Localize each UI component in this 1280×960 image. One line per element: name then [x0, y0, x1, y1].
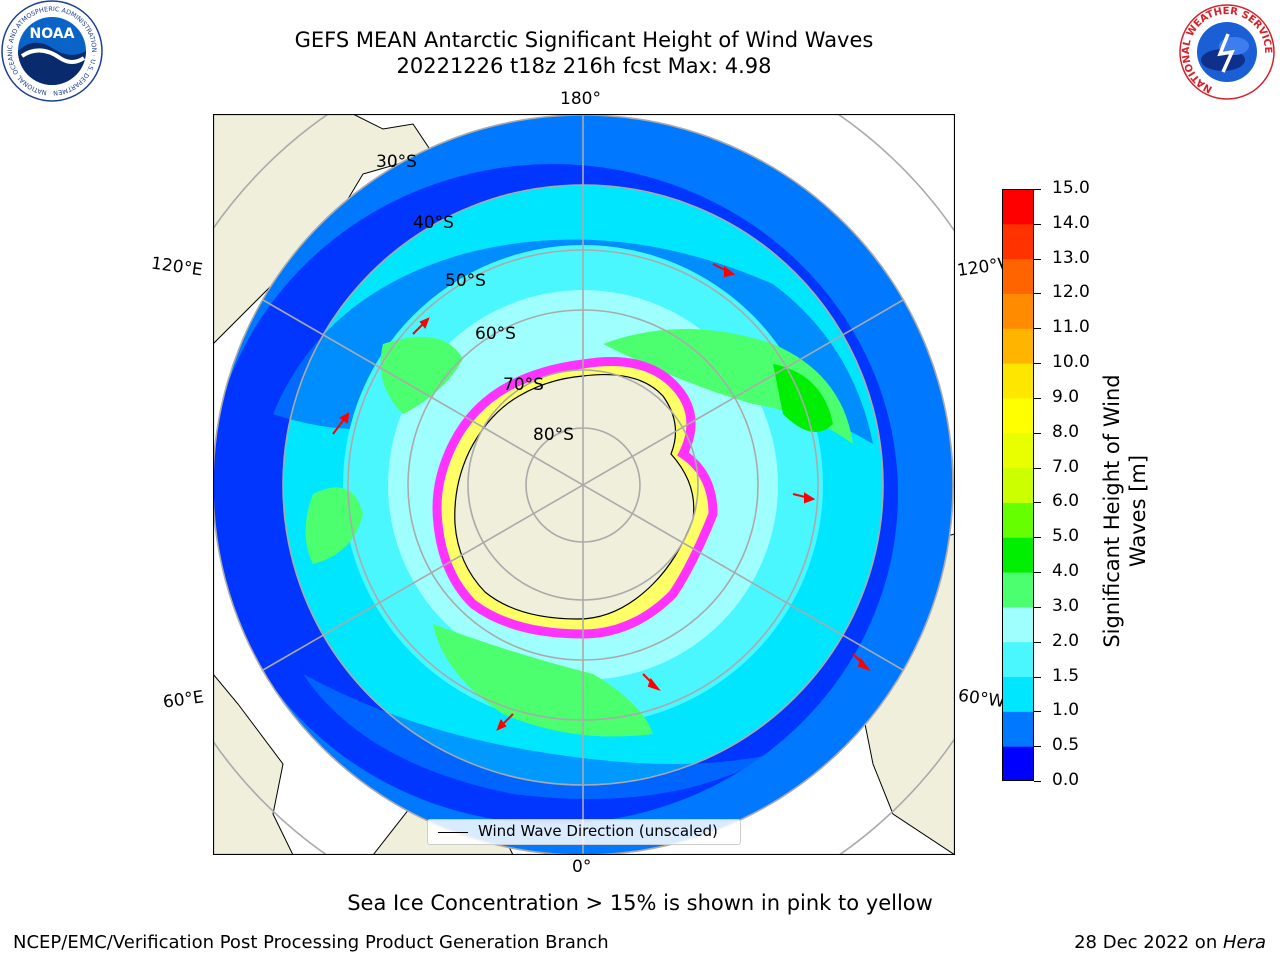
colorbar-tick-mark [1034, 397, 1041, 399]
colorbar-tick-label: 14.0 [1052, 212, 1090, 233]
lon-label-top: 180° [560, 89, 601, 109]
madagascar-africa-landmass [213, 673, 294, 855]
colorbar-tick-mark [1034, 711, 1041, 713]
colorbar-tick-label: 3.0 [1052, 595, 1080, 616]
colorbar-tick-label: 9.0 [1052, 386, 1080, 407]
colorbar-tick-mark [1034, 258, 1041, 260]
sea-ice-note: Sea Ice Concentration > 15% is shown in … [347, 891, 933, 915]
colorbar-segment [1002, 711, 1034, 747]
map-canvas [212, 113, 956, 856]
colorbar-frame [1002, 189, 1034, 781]
colorbar-tick-mark [1034, 572, 1041, 574]
colorbar-tick-label: 10.0 [1052, 352, 1090, 373]
colorbar-tick-label: 1.0 [1052, 700, 1080, 721]
colorbar-tick-label: 13.0 [1052, 247, 1090, 268]
colorbar-tick-mark [1034, 746, 1041, 748]
colorbar-tick-mark [1034, 293, 1041, 295]
colorbar-label: Significant Height of Wind Waves [m] [1099, 361, 1151, 661]
colorbar-tick-label: 5.0 [1052, 526, 1080, 547]
lat-label-30s: 30°S [376, 152, 417, 172]
colorbar-tick-mark [1034, 606, 1041, 608]
colorbar-segment [1002, 293, 1034, 329]
noaa-logo-text: NOAA [30, 26, 75, 42]
legend-line-sample [438, 832, 468, 833]
colorbar-label-line-1: Significant Height of Wind [1100, 374, 1124, 648]
colorbar-tick-mark [1034, 328, 1041, 330]
colorbar-tick-mark [1034, 223, 1041, 225]
colorbar-tick-label: 4.0 [1052, 561, 1080, 582]
colorbar-tick-label: 6.0 [1052, 491, 1080, 512]
colorbar-tick-label: 8.0 [1052, 421, 1080, 442]
colorbar-tick-mark [1034, 432, 1041, 434]
colorbar-segment [1002, 189, 1034, 225]
lat-label-70s: 70°S [503, 375, 544, 395]
colorbar-tick-mark [1034, 363, 1041, 365]
colorbar-tick-mark [1034, 781, 1041, 782]
lat-label-60s: 60°S [475, 324, 516, 344]
colorbar-segment [1002, 606, 1034, 643]
colorbar-tick-mark [1034, 189, 1041, 190]
lon-label-lower-right: 60°W [956, 685, 1007, 713]
title-line-2: 20221226 t18z 216h fcst Max: 4.98 [396, 54, 772, 78]
noaa-logo: NATIONAL OCEANIC AND ATMOSPHERIC ADMINIS… [0, 0, 103, 102]
colorbar-tick-label: 11.0 [1052, 317, 1090, 338]
colorbar-tick-label: 7.0 [1052, 456, 1080, 477]
footer-machine: Hera [1222, 932, 1266, 953]
colorbar-tick-mark [1034, 467, 1041, 469]
lon-label-bottom: 0° [572, 857, 592, 877]
map-frame [212, 113, 956, 856]
colorbar-tick-label: 15.0 [1052, 178, 1090, 198]
colorbar-segment [1002, 746, 1034, 781]
colorbar-label-line-2: Waves [m] [1126, 454, 1150, 568]
colorbar-tick-mark [1034, 537, 1041, 539]
colorbar-tick-label: 0.0 [1052, 770, 1080, 790]
lat-label-80s: 80°S [533, 425, 574, 445]
colorbar-tick-mark [1034, 676, 1041, 678]
colorbar-segment [1002, 502, 1034, 538]
lat-label-40s: 40°S [413, 213, 454, 233]
colorbar-segment [1002, 676, 1034, 712]
lat-label-50s: 50°S [445, 271, 486, 291]
lon-label-lower-left: 60°E [161, 687, 206, 713]
nws-logo: NATIONAL WEATHER SERVICE [1179, 4, 1275, 100]
colorbar-tick-label: 1.5 [1052, 665, 1080, 686]
title-line-1: GEFS MEAN Antarctic Significant Height o… [294, 28, 874, 52]
footer-date: 28 Dec 2022 on [1074, 932, 1223, 953]
map-legend: Wind Wave Direction (unscaled) [427, 819, 741, 845]
footer-left: NCEP/EMC/Verification Post Processing Pr… [13, 932, 609, 953]
lon-label-upper-left: 120°E [149, 253, 204, 281]
colorbar-tick-label: 0.5 [1052, 735, 1080, 756]
colorbar-segment [1002, 572, 1034, 608]
colorbar-segment [1002, 223, 1034, 260]
colorbar-segment [1002, 258, 1034, 294]
colorbar-segment [1002, 467, 1034, 503]
footer-right: 28 Dec 2022 on Hera [1074, 932, 1266, 953]
colorbar-tick-mark [1034, 502, 1041, 504]
colorbar-segment [1002, 363, 1034, 399]
wind-wave-arrows [332, 263, 871, 731]
colorbar-segment [1002, 641, 1034, 678]
colorbar-segment [1002, 432, 1034, 469]
colorbar [1002, 189, 1034, 781]
colorbar-segment [1002, 397, 1034, 434]
colorbar-segment [1002, 328, 1034, 364]
colorbar-tick-label: 12.0 [1052, 282, 1090, 303]
colorbar-segment [1002, 537, 1034, 573]
antarctic-map: Wind Wave Direction (unscaled) [212, 113, 956, 856]
legend-label: Wind Wave Direction (unscaled) [478, 822, 718, 840]
colorbar-tick-label: 2.0 [1052, 630, 1080, 651]
colorbar-tick-mark [1034, 641, 1041, 643]
